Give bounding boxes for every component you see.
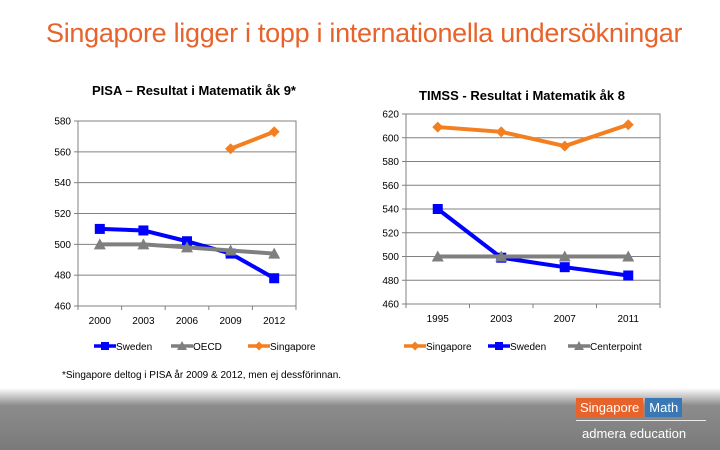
- legend-marker-oecd: [177, 341, 187, 350]
- y-tick-label: 620: [382, 110, 399, 121]
- y-tick-label: 520: [382, 228, 399, 239]
- x-tick-label: 2006: [176, 316, 199, 327]
- slide-title: Singapore ligger i topp i internationell…: [46, 18, 683, 48]
- legend-item-sweden: Sweden: [488, 342, 546, 353]
- legend-label: Singapore: [426, 342, 472, 353]
- legend-label: Centerpoint: [590, 342, 642, 353]
- data-point-centerpoint: [558, 250, 571, 262]
- data-point-singapore: [432, 121, 444, 133]
- brand-tagline: admera education: [582, 426, 687, 441]
- legend-marker-sweden: [101, 342, 109, 350]
- x-tick-label: 2011: [617, 314, 639, 325]
- legend-item-oecd: OECD: [171, 341, 222, 353]
- legend-marker-singapore: [254, 341, 264, 351]
- data-point-centerpoint: [622, 250, 635, 262]
- data-point-oecd: [93, 238, 106, 250]
- pisa-chart: PISA – Resultat i Matematik åk 9* 460 480 5…: [54, 83, 316, 353]
- data-point-sweden: [432, 204, 443, 214]
- legend-marker-sweden: [495, 342, 503, 350]
- y-tick-label: 560: [54, 147, 71, 158]
- data-point-centerpoint: [431, 250, 444, 262]
- legend-marker-singapore: [410, 341, 420, 351]
- data-point-centerpoint: [495, 250, 508, 262]
- data-point-singapore: [559, 140, 571, 152]
- brand-logo: Singapore Math: [576, 398, 683, 417]
- data-point-singapore: [268, 126, 280, 138]
- brand-name-b: Math: [645, 398, 683, 417]
- y-tick-label: 600: [382, 133, 399, 144]
- data-point-sweden: [623, 270, 634, 281]
- legend-label: OECD: [193, 342, 222, 353]
- x-tick-label: 2003: [132, 316, 155, 327]
- data-point-singapore: [622, 119, 634, 131]
- legend-item-singapore: Singapore: [248, 341, 316, 353]
- data-point-sweden: [269, 273, 280, 284]
- legend-marker-centerpoint: [574, 341, 584, 350]
- x-tick-label: 2003: [490, 314, 513, 325]
- data-point-sweden: [94, 223, 105, 234]
- legend-item-centerpoint: Centerpoint: [568, 341, 642, 353]
- series-line-sweden: [435, 207, 631, 278]
- data-point-oecd: [137, 238, 150, 250]
- legend-label: Singapore: [270, 342, 316, 353]
- data-point-sweden: [138, 225, 149, 236]
- legend-label: Sweden: [510, 342, 546, 353]
- timss-chart: TIMSS - Resultat i Matematik åk 8 460 480 5…: [382, 88, 661, 353]
- y-tick-label: 540: [382, 205, 399, 216]
- data-point-oecd: [181, 241, 193, 253]
- legend-item-singapore: Singapore: [404, 341, 472, 353]
- legend-item-sweden: Sweden: [94, 342, 152, 353]
- x-tick-label: 2000: [89, 316, 112, 327]
- data-point-sweden: [559, 262, 570, 273]
- y-tick-label: 520: [54, 209, 71, 220]
- legend-label: Sweden: [116, 342, 152, 353]
- y-tick-label: 460: [382, 300, 399, 311]
- chart-title: TIMSS - Resultat i Matematik åk 8: [419, 88, 625, 103]
- x-tick-label: 2007: [554, 314, 577, 325]
- y-tick-label: 480: [54, 271, 71, 282]
- footnote: *Singapore deltog i PISA år 2009 & 2012,…: [62, 370, 342, 381]
- y-tick-label: 480: [382, 276, 399, 287]
- brand-divider: [576, 420, 706, 421]
- data-point-singapore: [495, 126, 507, 138]
- data-point-singapore: [225, 143, 237, 155]
- y-tick-label: 500: [54, 240, 71, 251]
- y-tick-label: 580: [382, 157, 399, 168]
- data-point-oecd: [268, 247, 281, 259]
- y-tick-label: 560: [382, 181, 399, 192]
- data-point-sweden: [182, 236, 192, 247]
- x-tick-label: 1995: [427, 314, 450, 325]
- series-line-singapore: [435, 122, 631, 149]
- series-line-singapore: [228, 129, 277, 151]
- y-tick-label: 540: [54, 178, 71, 189]
- data-point-oecd: [224, 244, 237, 256]
- y-tick-label: 460: [54, 302, 71, 313]
- chart-title: PISA – Resultat i Matematik åk 9*: [92, 83, 297, 98]
- x-tick-label: 2012: [263, 316, 286, 327]
- y-tick-label: 500: [382, 252, 399, 263]
- y-tick-label: 580: [54, 117, 71, 128]
- brand-name-a: Singapore: [576, 398, 644, 417]
- x-tick-label: 2009: [219, 316, 242, 327]
